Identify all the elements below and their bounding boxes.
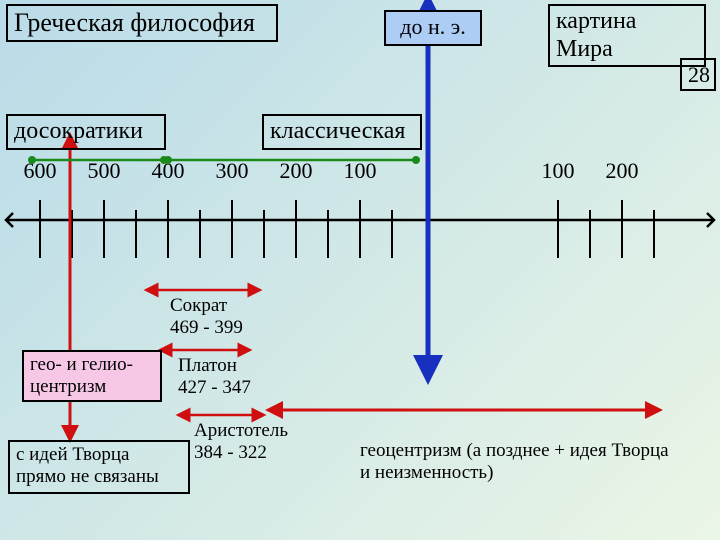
box-creator-note: с идей Творца прямо не связаны xyxy=(8,440,190,494)
tick-label: 200 xyxy=(606,158,639,183)
tick-label: 600 xyxy=(24,158,57,183)
bc-badge: до н. э. xyxy=(384,10,482,46)
tick-label: 200 xyxy=(280,158,313,183)
period-classical: классическая xyxy=(262,114,422,150)
tick-label: 100 xyxy=(542,158,575,183)
tick-label: 300 xyxy=(216,158,249,183)
slide-number: 28 xyxy=(680,58,716,91)
tick-label: 500 xyxy=(88,158,121,183)
label-socrates: Сократ 469 - 399 xyxy=(168,295,268,345)
box-geo-helio: гео- и гелио- центризм xyxy=(22,350,162,402)
label-plato: Платон 427 - 347 xyxy=(176,355,268,405)
label-geocentrism: геоцентризм (а позднее + идея Творца и н… xyxy=(358,440,690,490)
tick-label: 100 xyxy=(344,158,377,183)
label-aristotle: Аристотель 384 - 322 xyxy=(192,420,320,470)
title-box: Греческая философия xyxy=(6,4,278,42)
period-presocratics: досократики xyxy=(6,114,166,150)
tick-label: 400 xyxy=(152,158,185,183)
